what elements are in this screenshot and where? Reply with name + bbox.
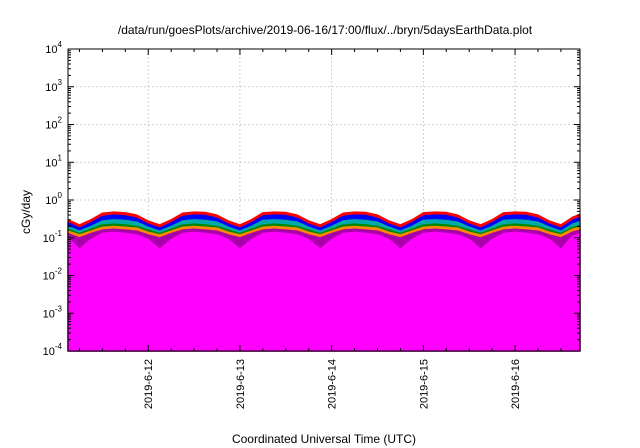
x-axis-label: Coordinated Universal Time (UTC) xyxy=(232,432,416,446)
x-tick-label: 2019-6-12 xyxy=(143,359,155,409)
y-tick-label: 103 xyxy=(45,78,62,94)
series-layer xyxy=(67,211,581,352)
y-tick-label: 102 xyxy=(45,116,62,132)
y-axis-label: cGy/day xyxy=(19,190,33,234)
x-tick-label: 2019-6-14 xyxy=(327,359,339,409)
y-tick-label: 10-2 xyxy=(43,267,63,283)
chart-title: /data/run/goesPlots/archive/2019-06-16/1… xyxy=(118,23,533,37)
x-tick-label: 2019-6-13 xyxy=(235,359,247,409)
series-area xyxy=(67,231,581,352)
x-axis-ticks: 2019-6-12 2019-6-13 2019-6-14 2019-6-15 2019… xyxy=(78,49,562,409)
y-tick-label: 10-4 xyxy=(43,342,63,358)
y-tick-label: 104 xyxy=(45,40,62,56)
y-tick-label: 100 xyxy=(45,191,62,207)
y-tick-label: 10-3 xyxy=(43,304,63,320)
dropout-spike xyxy=(313,249,318,351)
x-tick-label: 2019-6-16 xyxy=(510,359,522,409)
y-axis-ticks: 10-4 10-3 10-2 10-1 100 101 102 103 104 xyxy=(43,40,580,358)
x-tick-label: 2019-6-15 xyxy=(418,359,430,409)
y-tick-label: 101 xyxy=(45,153,62,169)
y-tick-label: 10-1 xyxy=(43,229,63,245)
